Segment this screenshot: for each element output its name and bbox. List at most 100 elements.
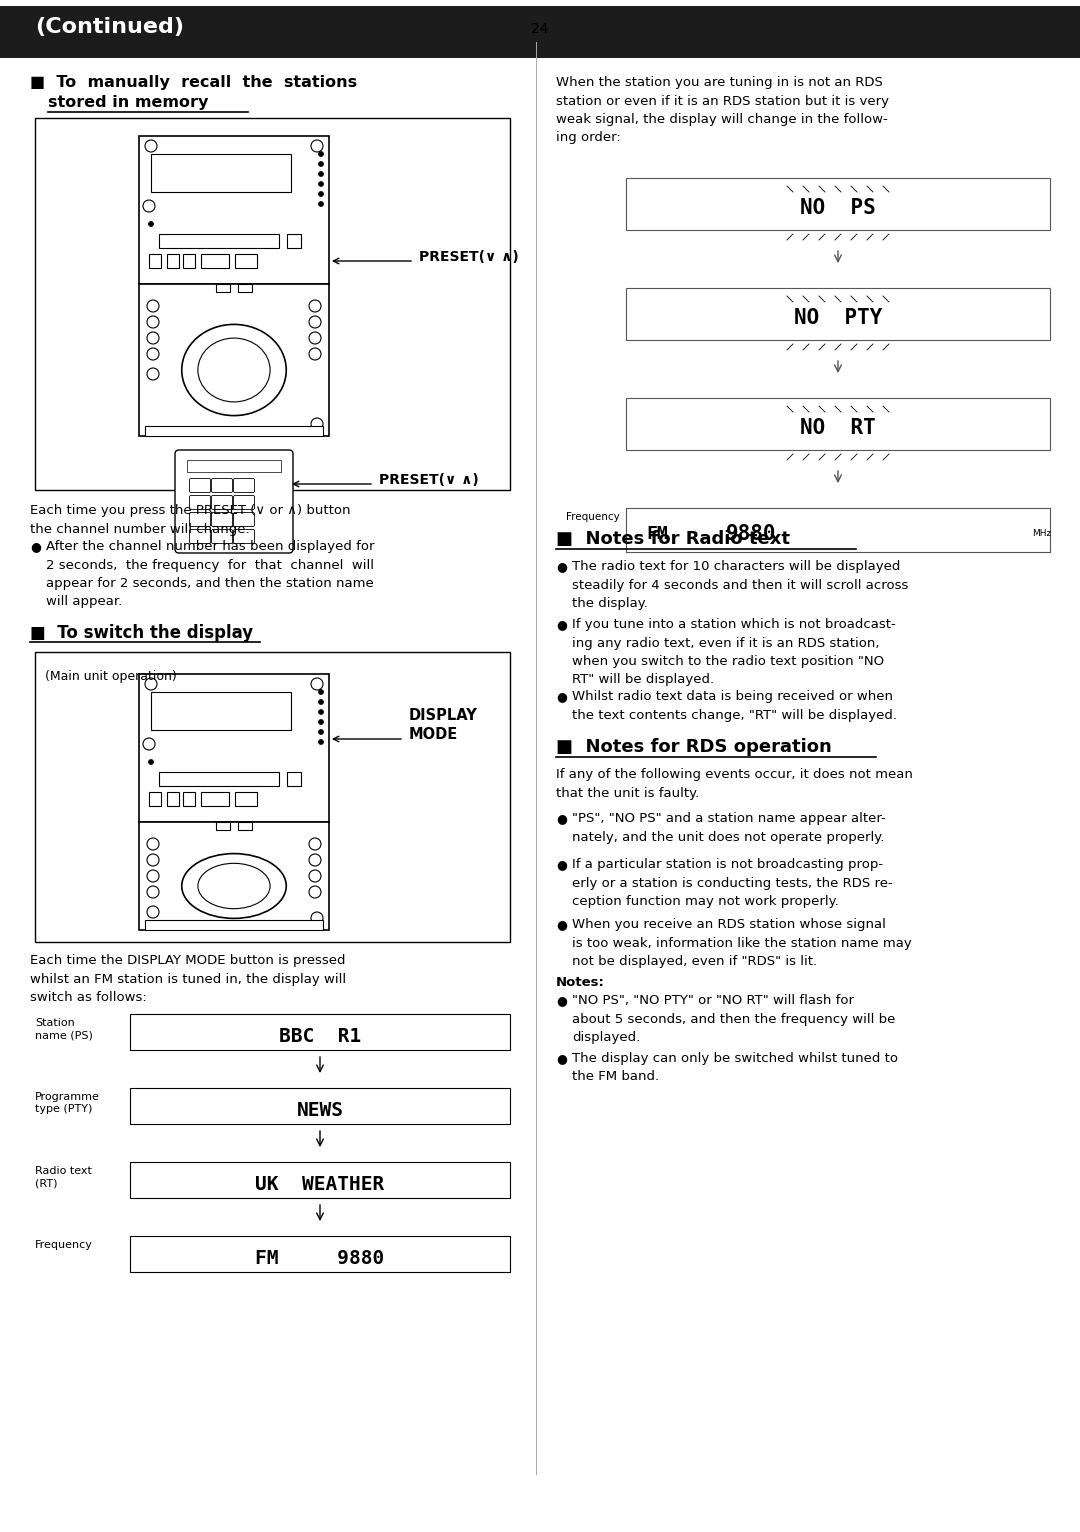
Text: Programme
type (PTY): Programme type (PTY) — [35, 1092, 99, 1114]
FancyBboxPatch shape — [233, 530, 255, 544]
Bar — [287, 234, 301, 248]
Bar — [151, 692, 291, 731]
Circle shape — [319, 152, 324, 156]
Text: PRESET(∨ ∧): PRESET(∨ ∧) — [419, 250, 518, 264]
Text: Notes:: Notes: — [556, 976, 605, 990]
Text: ●: ● — [30, 539, 41, 553]
Bar — [149, 792, 161, 806]
Bar — [139, 674, 329, 823]
Bar — [183, 254, 195, 268]
Circle shape — [147, 300, 159, 313]
Bar — [130, 1014, 510, 1049]
Circle shape — [319, 161, 324, 167]
Text: 9880: 9880 — [726, 524, 777, 544]
Text: ■  Notes for Radio text: ■ Notes for Radio text — [556, 530, 789, 548]
Text: FM: FM — [646, 525, 667, 542]
Circle shape — [147, 905, 159, 918]
Text: (Main unit operation): (Main unit operation) — [45, 669, 177, 683]
Circle shape — [319, 709, 324, 714]
FancyBboxPatch shape — [212, 530, 232, 544]
Bar — [235, 792, 257, 806]
Text: ●: ● — [556, 918, 567, 931]
Circle shape — [319, 700, 324, 705]
Text: Frequency: Frequency — [566, 512, 620, 522]
Bar — [151, 155, 291, 192]
Text: After the channel number has been displayed for
2 seconds,  the frequency  for  : After the channel number has been displa… — [46, 539, 375, 608]
Text: ■  To  manually  recall  the  stations: ■ To manually recall the stations — [30, 75, 357, 90]
Circle shape — [311, 139, 323, 152]
Bar — [167, 792, 179, 806]
Text: When the station you are tuning in is not an RDS
station or even if it is an RDS: When the station you are tuning in is no… — [556, 77, 889, 144]
Bar — [626, 178, 1050, 230]
Text: DISPLAY
MODE: DISPLAY MODE — [409, 708, 477, 741]
Text: NO  RT: NO RT — [800, 418, 876, 438]
Bar — [216, 823, 230, 830]
Bar — [159, 234, 279, 248]
Circle shape — [147, 838, 159, 850]
Circle shape — [309, 300, 321, 313]
Bar — [201, 254, 229, 268]
Bar — [187, 460, 281, 472]
Circle shape — [309, 348, 321, 360]
Circle shape — [309, 870, 321, 882]
Text: "NO PS", "NO PTY" or "NO RT" will flash for
about 5 seconds, and then the freque: "NO PS", "NO PTY" or "NO RT" will flash … — [572, 994, 895, 1043]
FancyBboxPatch shape — [233, 513, 255, 527]
Circle shape — [319, 720, 324, 725]
Circle shape — [309, 332, 321, 345]
Text: Whilst radio text data is being received or when
the text contents change, "RT" : Whilst radio text data is being received… — [572, 689, 897, 722]
Text: Station
name (PS): Station name (PS) — [35, 1017, 93, 1040]
Circle shape — [143, 738, 156, 751]
Bar — [0, 6, 1080, 58]
Circle shape — [311, 418, 323, 430]
Bar — [201, 792, 229, 806]
Text: Frequency: Frequency — [35, 1239, 93, 1250]
Bar — [149, 254, 161, 268]
Circle shape — [309, 316, 321, 328]
FancyBboxPatch shape — [189, 530, 211, 544]
Text: ■  To switch the display: ■ To switch the display — [30, 624, 253, 642]
Bar — [145, 426, 323, 437]
Circle shape — [145, 139, 157, 152]
Text: NO  PTY: NO PTY — [794, 308, 882, 328]
Text: (Continued): (Continued) — [35, 17, 184, 37]
Circle shape — [319, 729, 324, 734]
Text: If a particular station is not broadcasting prop-
erly or a station is conductin: If a particular station is not broadcast… — [572, 858, 893, 908]
Bar — [145, 921, 323, 930]
Bar — [183, 792, 195, 806]
Circle shape — [149, 760, 153, 764]
Circle shape — [309, 838, 321, 850]
Bar — [216, 283, 230, 293]
Text: ●: ● — [556, 994, 567, 1007]
Bar — [139, 136, 329, 283]
Circle shape — [147, 332, 159, 345]
Circle shape — [309, 853, 321, 866]
Bar — [139, 823, 329, 930]
Bar — [287, 772, 301, 786]
Text: 24: 24 — [531, 21, 549, 35]
Text: The display can only be switched whilst tuned to
the FM band.: The display can only be switched whilst … — [572, 1052, 897, 1083]
Bar — [130, 1236, 510, 1272]
Bar — [139, 283, 329, 437]
Bar — [130, 1161, 510, 1198]
Text: If any of the following events occur, it does not mean
that the unit is faulty.: If any of the following events occur, it… — [556, 768, 913, 800]
FancyBboxPatch shape — [233, 478, 255, 492]
Circle shape — [147, 870, 159, 882]
Text: Each time you press the PRESET (∨ or ∧) button
the channel number will change.: Each time you press the PRESET (∨ or ∧) … — [30, 504, 351, 536]
Ellipse shape — [198, 864, 270, 908]
Circle shape — [319, 172, 324, 176]
Text: BBC  R1: BBC R1 — [279, 1026, 361, 1045]
Bar — [35, 653, 510, 942]
Text: ●: ● — [556, 561, 567, 573]
Text: FM     9880: FM 9880 — [255, 1249, 384, 1267]
Text: ■  Notes for RDS operation: ■ Notes for RDS operation — [556, 738, 832, 755]
Bar — [130, 1088, 510, 1124]
Text: The radio text for 10 characters will be displayed
steadily for 4 seconds and th: The radio text for 10 characters will be… — [572, 561, 908, 610]
Text: MHz: MHz — [1032, 530, 1051, 539]
Text: PRESET(∨ ∧): PRESET(∨ ∧) — [379, 473, 478, 487]
Bar — [626, 288, 1050, 340]
Ellipse shape — [181, 853, 286, 918]
Text: stored in memory: stored in memory — [48, 95, 208, 110]
FancyBboxPatch shape — [212, 495, 232, 510]
FancyBboxPatch shape — [175, 450, 293, 553]
FancyBboxPatch shape — [189, 478, 211, 492]
